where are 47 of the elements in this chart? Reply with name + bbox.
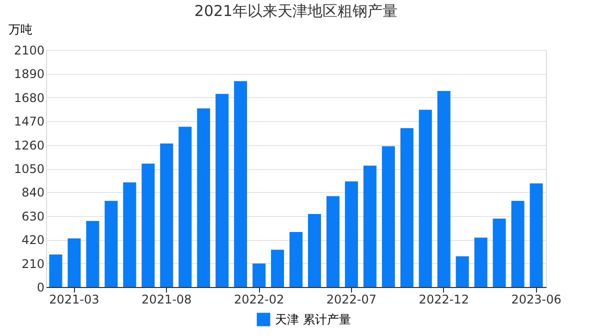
bar — [382, 146, 395, 287]
bar — [437, 90, 450, 287]
y-axis-title: 万吨 — [8, 22, 32, 36]
y-tick-label: 0 — [36, 280, 44, 294]
y-tick-label: 840 — [22, 186, 44, 200]
bar — [492, 218, 506, 287]
bar — [68, 238, 81, 287]
bar — [160, 144, 174, 287]
y-tick-label: 2100 — [14, 44, 44, 58]
bar — [474, 238, 488, 287]
bar — [178, 126, 192, 287]
bar — [104, 200, 118, 287]
y-tick-label: 210 — [22, 256, 44, 271]
y-tick-label: 1890 — [14, 67, 44, 82]
bar — [344, 181, 358, 287]
bar — [142, 164, 155, 287]
x-tick-label: 2022-02 — [234, 292, 284, 306]
y-tick-label: 1470 — [14, 114, 44, 129]
x-tick-label: 2023-06 — [511, 292, 562, 306]
bar — [271, 250, 284, 287]
bar — [511, 200, 524, 287]
bar — [252, 264, 266, 287]
bar — [418, 110, 432, 287]
x-tick-label: 2021-08 — [142, 292, 192, 306]
y-tick-label: 420 — [22, 233, 44, 248]
bar — [290, 232, 302, 287]
x-tick-label: 2021-03 — [49, 292, 100, 306]
y-tick-label: 1260 — [14, 138, 44, 152]
x-tick-label: 2022-07 — [326, 292, 377, 306]
bar — [197, 108, 210, 287]
bar — [86, 220, 100, 287]
bar — [308, 214, 321, 287]
y-tick-label: 1050 — [14, 162, 44, 176]
bar — [234, 81, 248, 287]
x-tick-label: 2022-12 — [418, 292, 469, 306]
bar — [530, 183, 543, 287]
bar — [123, 182, 136, 287]
chart-title: 2021年以来天津地区粗钢产量 — [194, 2, 398, 20]
legend-label: 天津 累计产量 — [275, 312, 351, 326]
bar — [49, 254, 62, 287]
bar — [216, 94, 229, 287]
y-tick-label: 630 — [22, 209, 44, 224]
bar — [326, 196, 340, 287]
bar — [400, 128, 414, 287]
y-tick-label: 1680 — [14, 90, 44, 105]
bar — [363, 166, 376, 287]
bar — [456, 256, 469, 287]
